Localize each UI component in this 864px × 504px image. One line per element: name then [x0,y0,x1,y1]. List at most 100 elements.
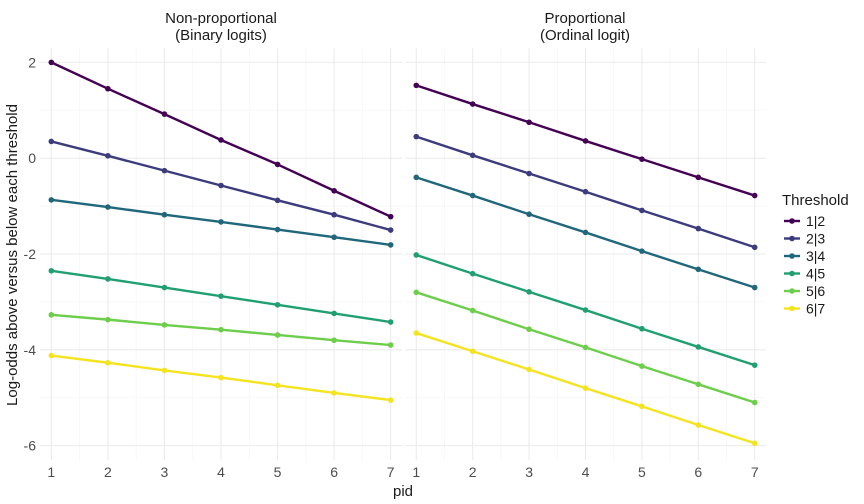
data-point [161,284,168,291]
data-point [639,363,645,369]
data-point [469,270,476,277]
data-point [218,182,224,189]
facet-1-title-line2: (Binary logits) [175,27,267,44]
data-point [161,111,168,117]
data-point [48,267,55,274]
legend-key-point [789,270,795,277]
data-point [161,167,168,174]
x-tick-label: 2 [469,464,477,480]
legend-item-2-3: 2|3 [784,231,825,247]
series-6-7 [48,352,394,403]
series-5-6 [48,312,394,348]
data-point [695,225,702,232]
panels: 1 2 3 4 5 6 7 -6 -4 -2 0 2 1 2 3 4 5 6 7 [24,48,766,480]
legend-label: 1|2 [806,213,825,229]
legend-label: 3|4 [806,248,825,264]
data-point [274,197,281,204]
legend-item-5-6: 5|6 [784,283,825,299]
data-point [413,174,420,181]
x-tick-label: 1 [412,464,420,480]
data-point [218,137,224,143]
data-point [105,85,111,92]
data-point [387,342,394,348]
facet-2-title-line2: (Ordinal logit) [540,27,630,44]
x-tick-label: 3 [161,464,169,480]
series-2-3 [413,133,758,251]
data-point [48,59,55,66]
data-point [582,307,589,313]
x-tick-label: 5 [274,464,282,480]
data-point [469,348,476,355]
legend-key-point [789,253,795,259]
data-point [161,367,168,374]
data-point [274,161,281,168]
data-point [582,385,589,391]
x-tick-label: 4 [582,464,590,480]
data-point [695,266,702,273]
legend-label: 6|7 [806,301,825,317]
x-tick-label: 1 [47,464,55,480]
data-point [331,310,337,317]
data-point [582,188,589,195]
series-5-6 [413,289,758,406]
data-point [469,152,476,159]
data-point [105,276,111,282]
data-point [274,301,281,308]
data-point [469,192,476,199]
legend-label: 4|5 [806,266,825,282]
y-tick-label: -2 [24,246,37,262]
data-point [218,374,224,381]
facet-1-title-line1: Non-proportional [165,10,277,27]
data-point [582,229,589,236]
legend-item-1-2: 1|2 [784,213,825,229]
legend-key-point [789,288,795,294]
data-point [218,293,224,299]
data-point [105,316,111,323]
data-point [413,133,420,140]
data-point [639,248,645,254]
data-point [695,174,702,181]
data-point [639,207,645,214]
data-point [526,366,532,373]
x-tick-label: 2 [104,464,112,480]
x-tick-label: 6 [694,464,702,480]
data-point [48,138,55,145]
data-point [161,322,168,328]
y-tick-label: -4 [24,342,37,358]
legend-key-point [789,218,795,224]
data-point [751,362,758,368]
data-point [526,119,532,126]
data-point [413,330,420,336]
data-point [526,170,532,177]
data-point [48,312,55,318]
data-point [413,289,420,296]
data-point [639,403,645,410]
data-point [751,284,758,291]
data-point [469,307,476,314]
data-point [751,192,758,199]
y-axis-title: Log-odds above versus below each thresho… [4,104,21,406]
x-tick-label: 3 [525,464,533,480]
data-point [413,82,420,89]
data-point [161,211,168,218]
data-point [695,381,702,388]
data-point [331,187,337,194]
facet-2-title-line1: Proportional [545,10,626,27]
legend-label: 5|6 [806,283,825,299]
data-point [582,344,589,351]
data-point [105,359,111,366]
data-point [218,219,224,225]
series-2-3 [48,138,394,233]
data-point [274,382,281,389]
facet-titles: Non-proportional (Binary logits) Proport… [165,10,630,44]
y-tick-label: -6 [24,438,37,454]
series-1-2 [413,82,758,199]
data-point [387,242,394,248]
legend-label: 2|3 [806,231,825,247]
data-point [387,227,394,233]
data-point [751,440,758,447]
data-point [274,226,281,233]
x-tick-label: 5 [638,464,646,480]
data-point [639,156,645,162]
data-point [751,244,758,251]
